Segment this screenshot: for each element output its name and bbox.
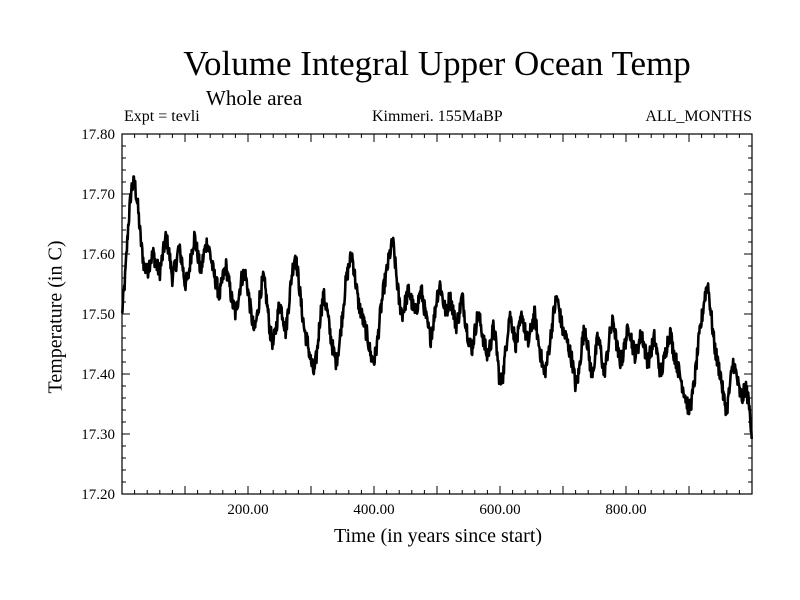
months-label: ALL_MONTHS — [645, 108, 752, 125]
chart-subtitle: Whole area — [206, 86, 303, 110]
axis-tick-labels: 17.20 17.30 17.40 17.50 17.60 17.70 17.80 200.0… — [81, 127, 646, 518]
x-tick-label: 200.00 — [227, 502, 268, 518]
x-tick-label: 600.00 — [479, 502, 520, 518]
y-tick-label: 17.50 — [81, 307, 115, 323]
chart-title: Volume Integral Upper Ocean Temp — [183, 44, 691, 83]
x-tick-label: 400.00 — [353, 502, 394, 518]
y-tick-label: 17.20 — [81, 487, 115, 503]
x-tick-label: 800.00 — [605, 502, 646, 518]
x-axis-label: Time (in years since start) — [333, 525, 543, 547]
series-line-temperature — [120, 175, 753, 439]
y-tick-label: 17.70 — [81, 187, 115, 203]
series-layer — [120, 175, 753, 439]
experiment-label: Expt = tevli — [124, 108, 200, 125]
y-tick-label: 17.30 — [81, 427, 115, 443]
plot-frame — [121, 133, 753, 495]
axis-ticks — [122, 133, 752, 495]
y-tick-label: 17.60 — [81, 247, 115, 263]
y-tick-label: 17.80 — [81, 127, 115, 143]
y-tick-label: 17.40 — [81, 367, 115, 383]
period-label: Kimmeri. 155MaBP — [372, 108, 503, 125]
